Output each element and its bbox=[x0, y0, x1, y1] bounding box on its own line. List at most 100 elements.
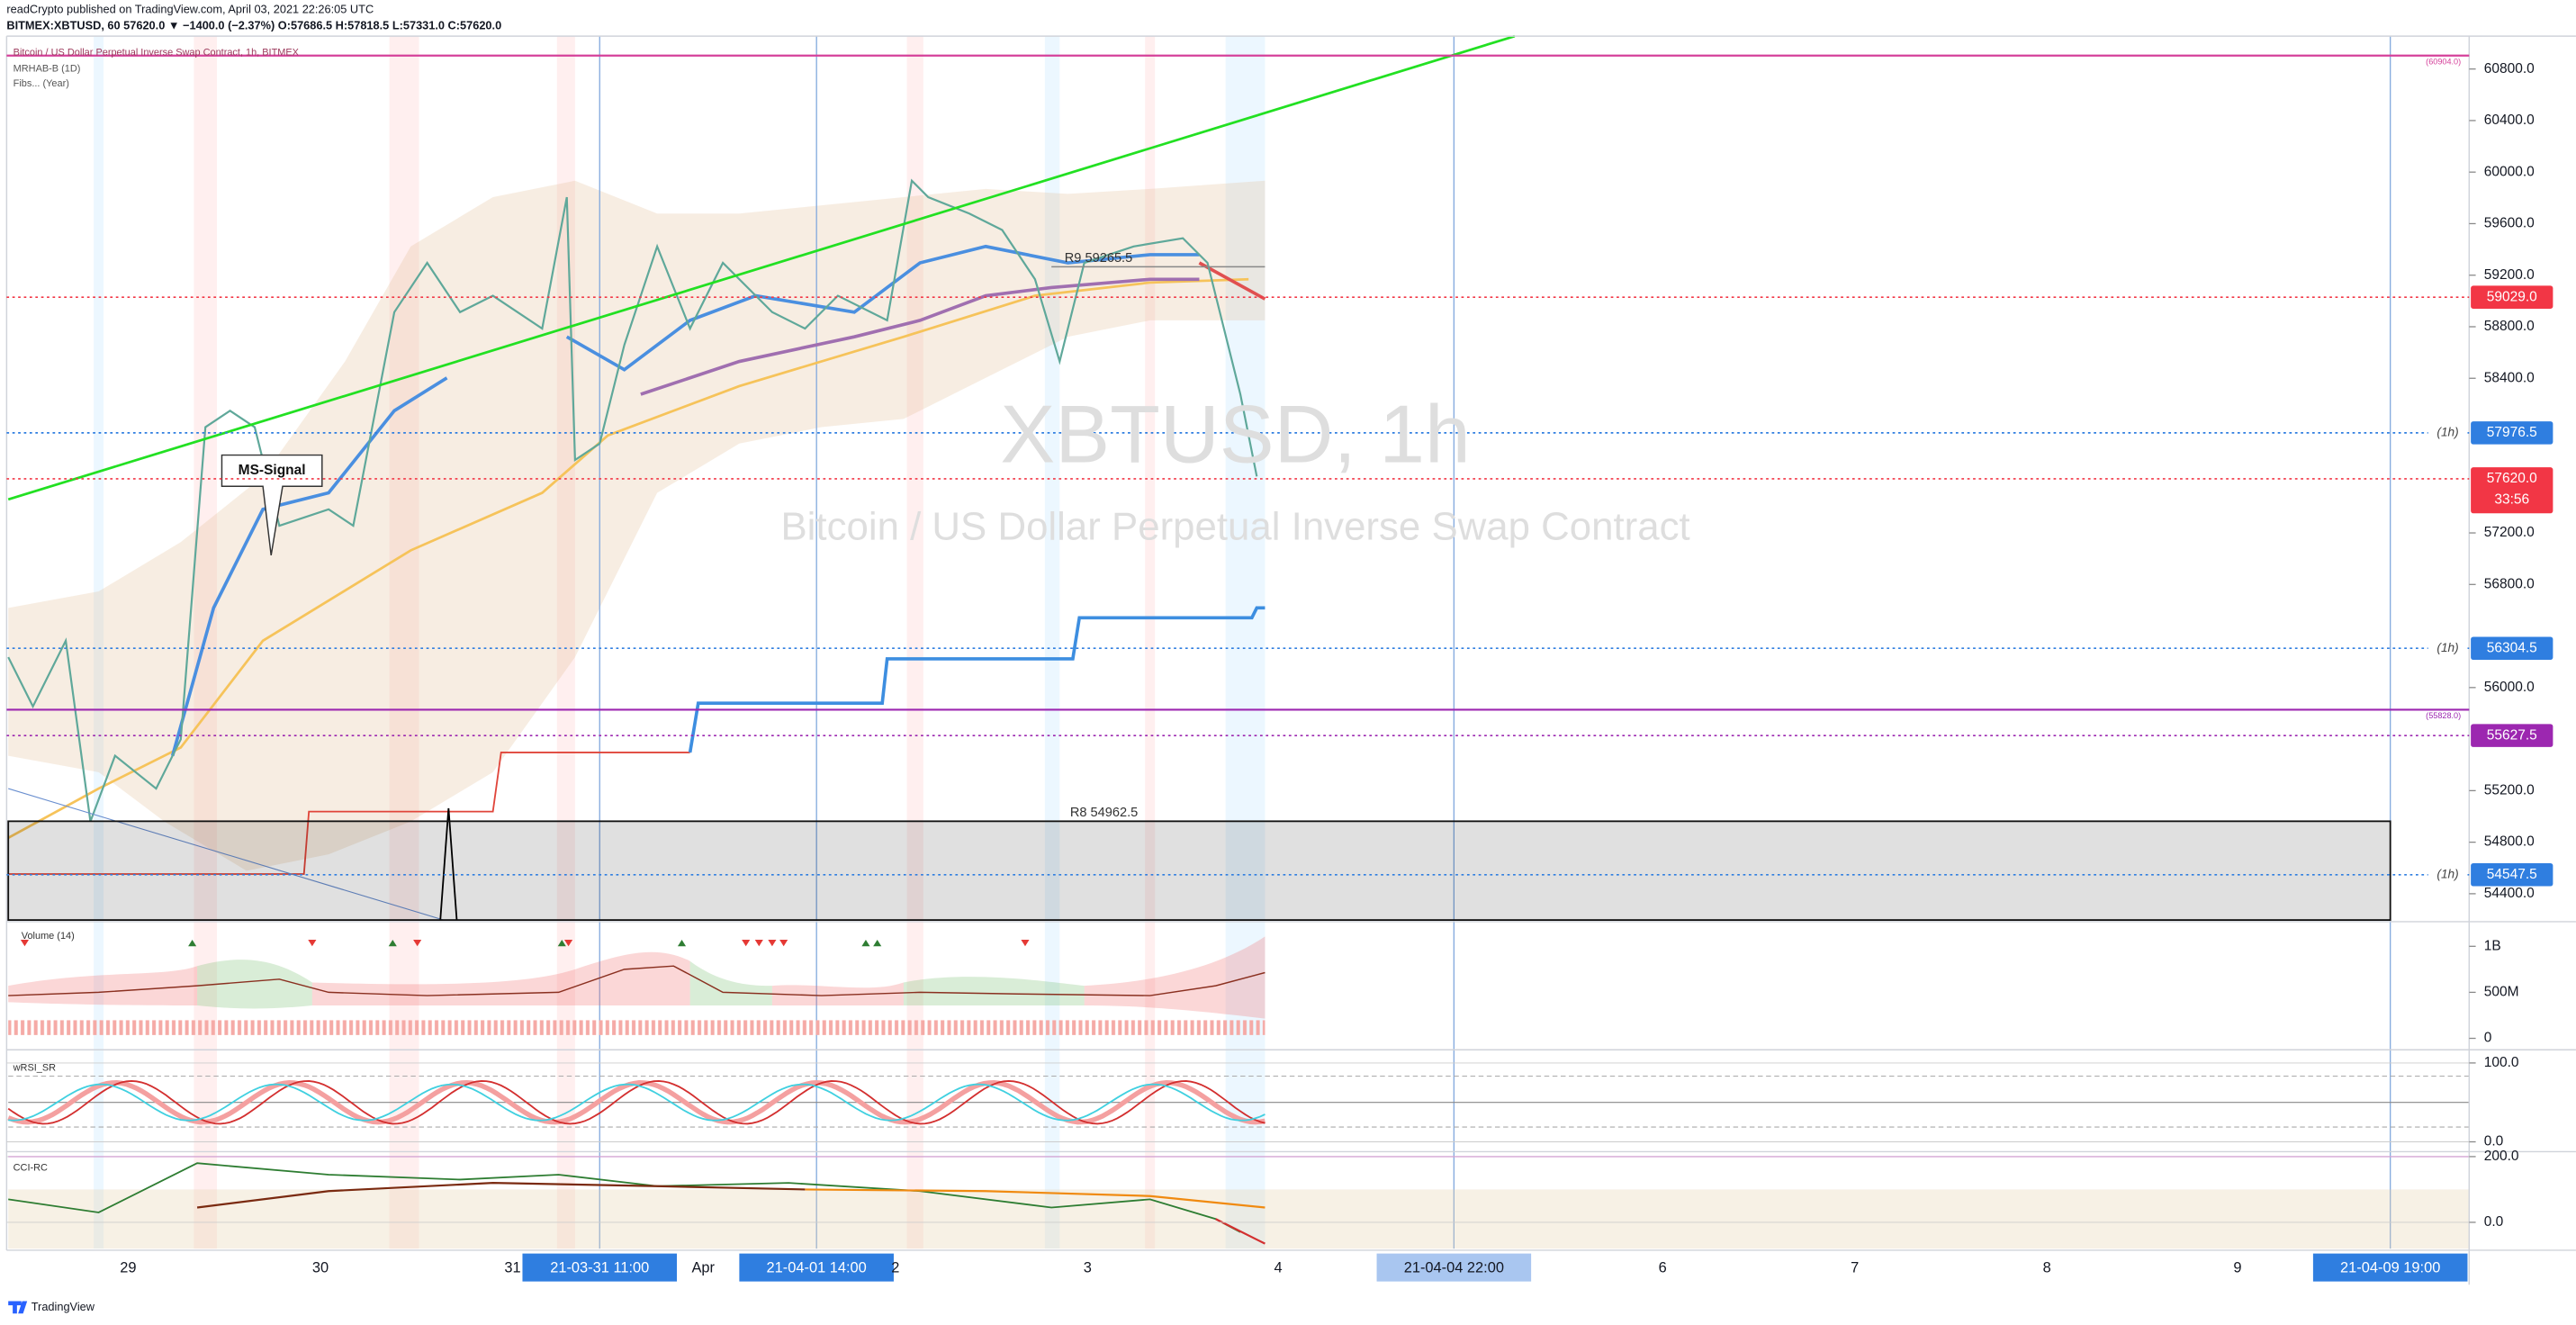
time-label-box bbox=[522, 1253, 678, 1282]
signal-triangle bbox=[188, 939, 197, 947]
price-label-box bbox=[2471, 724, 2553, 747]
signal-triangle bbox=[564, 939, 573, 947]
y-tick-label: 58800.0 bbox=[2484, 319, 2535, 334]
rsi-line bbox=[7, 1080, 1265, 1125]
trendline bbox=[7, 34, 1516, 501]
time-label-box bbox=[739, 1253, 894, 1282]
volume-cloud bbox=[1084, 936, 1265, 1019]
y-tick-label: 56000.0 bbox=[2484, 680, 2535, 695]
time-label: 21-03-31 11:00 bbox=[550, 1259, 649, 1275]
x-tick-label: 29 bbox=[120, 1259, 136, 1275]
highlight-band bbox=[94, 36, 104, 1249]
tag-bg bbox=[2427, 640, 2468, 657]
price-tag: (1h) bbox=[2436, 425, 2458, 438]
y-tick-label: 60400.0 bbox=[2484, 113, 2535, 128]
ribbon-red bbox=[1198, 261, 1266, 301]
x-tick-label: 8 bbox=[2043, 1259, 2051, 1275]
price-tag: (1h) bbox=[2436, 867, 2458, 880]
cci-trend bbox=[196, 1182, 806, 1209]
price-label-box bbox=[2471, 285, 2553, 309]
y-tick-label: 0.0 bbox=[2484, 1214, 2504, 1230]
footer: TradingView bbox=[32, 1300, 95, 1313]
time-label: 21-04-04 22:00 bbox=[1404, 1259, 1504, 1275]
price-label: 56304.5 bbox=[2487, 640, 2537, 655]
price-label-box bbox=[2471, 636, 2553, 661]
indicator-label: MRHAB-B (1D) bbox=[14, 64, 81, 75]
highlight-band bbox=[389, 36, 419, 1249]
moving-average bbox=[7, 277, 1249, 840]
cloud bbox=[8, 180, 1265, 871]
tag-bg bbox=[2427, 424, 2468, 442]
y-tick-label: 100.0 bbox=[2484, 1055, 2519, 1070]
callout-text: MS-Signal bbox=[239, 463, 306, 478]
price-path bbox=[7, 178, 1258, 822]
time-label-box bbox=[1376, 1253, 1532, 1282]
cci-trend bbox=[805, 1188, 1265, 1209]
signal-triangle bbox=[308, 939, 317, 947]
watermark-subtitle: Bitcoin / US Dollar Perpetual Inverse Sw… bbox=[780, 504, 1689, 548]
y-tick-label: 57200.0 bbox=[2484, 525, 2535, 540]
x-tick-label: 7 bbox=[1851, 1259, 1859, 1275]
price-label: 57976.5 bbox=[2487, 425, 2537, 440]
x-tick-label: 31 bbox=[504, 1259, 520, 1275]
pane-title: Bitcoin / US Dollar Perpetual Inverse Sw… bbox=[14, 47, 300, 58]
signal-triangle bbox=[742, 939, 751, 947]
publish-line: readCrypto published on TradingView.com,… bbox=[6, 2, 374, 15]
highlight-band bbox=[906, 36, 923, 1249]
pivot-label: R9 59265.5 bbox=[1065, 251, 1132, 266]
highlight-band bbox=[1225, 36, 1265, 1249]
fib-label: (60904.0) bbox=[2426, 57, 2461, 66]
x-tick-label: 9 bbox=[2233, 1259, 2241, 1275]
spike bbox=[439, 807, 458, 921]
ribbon bbox=[170, 376, 448, 757]
price-label: 57620.0 bbox=[2487, 471, 2537, 486]
y-tick-label: 58400.0 bbox=[2484, 370, 2535, 385]
signal-triangle bbox=[873, 939, 882, 947]
pivot-label: R8 54962.5 bbox=[1070, 806, 1138, 820]
rsi-signal bbox=[8, 1083, 1265, 1122]
y-tick-label: 60000.0 bbox=[2484, 164, 2535, 179]
time-label: 21-04-01 14:00 bbox=[767, 1259, 867, 1275]
y-tick-label: 200.0 bbox=[2484, 1149, 2519, 1164]
signal-triangle bbox=[677, 939, 687, 947]
volume-cloud bbox=[311, 951, 690, 1006]
indicator-label: Fibs... (Year) bbox=[14, 78, 69, 89]
blue-step-line bbox=[688, 606, 1265, 753]
y-tick-label: 0 bbox=[2484, 1031, 2492, 1046]
volume-ma bbox=[8, 965, 1265, 996]
time-label-box bbox=[2312, 1253, 2468, 1282]
y-tick-label: 59600.0 bbox=[2484, 216, 2535, 231]
signal-triangle bbox=[557, 939, 566, 947]
y-tick-label: 56800.0 bbox=[2484, 576, 2535, 591]
signal-triangle bbox=[768, 939, 777, 947]
x-tick-label: 3 bbox=[1084, 1259, 1092, 1275]
ribbon-slow bbox=[640, 277, 1200, 396]
rsi-fast bbox=[7, 1080, 1265, 1125]
ribbon bbox=[565, 244, 1200, 372]
pivot-zone bbox=[7, 820, 2391, 922]
price-label: 59029.0 bbox=[2487, 289, 2537, 304]
y-tick-label: 55200.0 bbox=[2484, 782, 2535, 798]
x-tick-label: 30 bbox=[312, 1259, 329, 1275]
signal-triangle bbox=[20, 939, 30, 947]
pane-title: Volume (14) bbox=[22, 931, 75, 942]
callout bbox=[221, 454, 323, 556]
volume-cloud bbox=[197, 960, 312, 1009]
y-tick-label: 59200.0 bbox=[2484, 267, 2535, 283]
volume-cloud bbox=[8, 966, 198, 1006]
volume-cloud bbox=[689, 960, 772, 1006]
cci-band bbox=[8, 1189, 2470, 1249]
diag-line bbox=[8, 788, 445, 921]
signal-triangle bbox=[388, 939, 397, 947]
y-tick-label: 500M bbox=[2484, 985, 2519, 1000]
volume-cloud bbox=[903, 977, 1085, 1006]
y-tick-label: 0.0 bbox=[2484, 1134, 2504, 1149]
volume-bars bbox=[8, 1014, 1265, 1039]
signal-triangle bbox=[413, 939, 422, 947]
price-tag: (1h) bbox=[2436, 641, 2458, 654]
pane-title: wRSI_SR bbox=[13, 1062, 57, 1073]
price-label: 55627.5 bbox=[2487, 727, 2537, 743]
highlight-band bbox=[1145, 36, 1156, 1249]
